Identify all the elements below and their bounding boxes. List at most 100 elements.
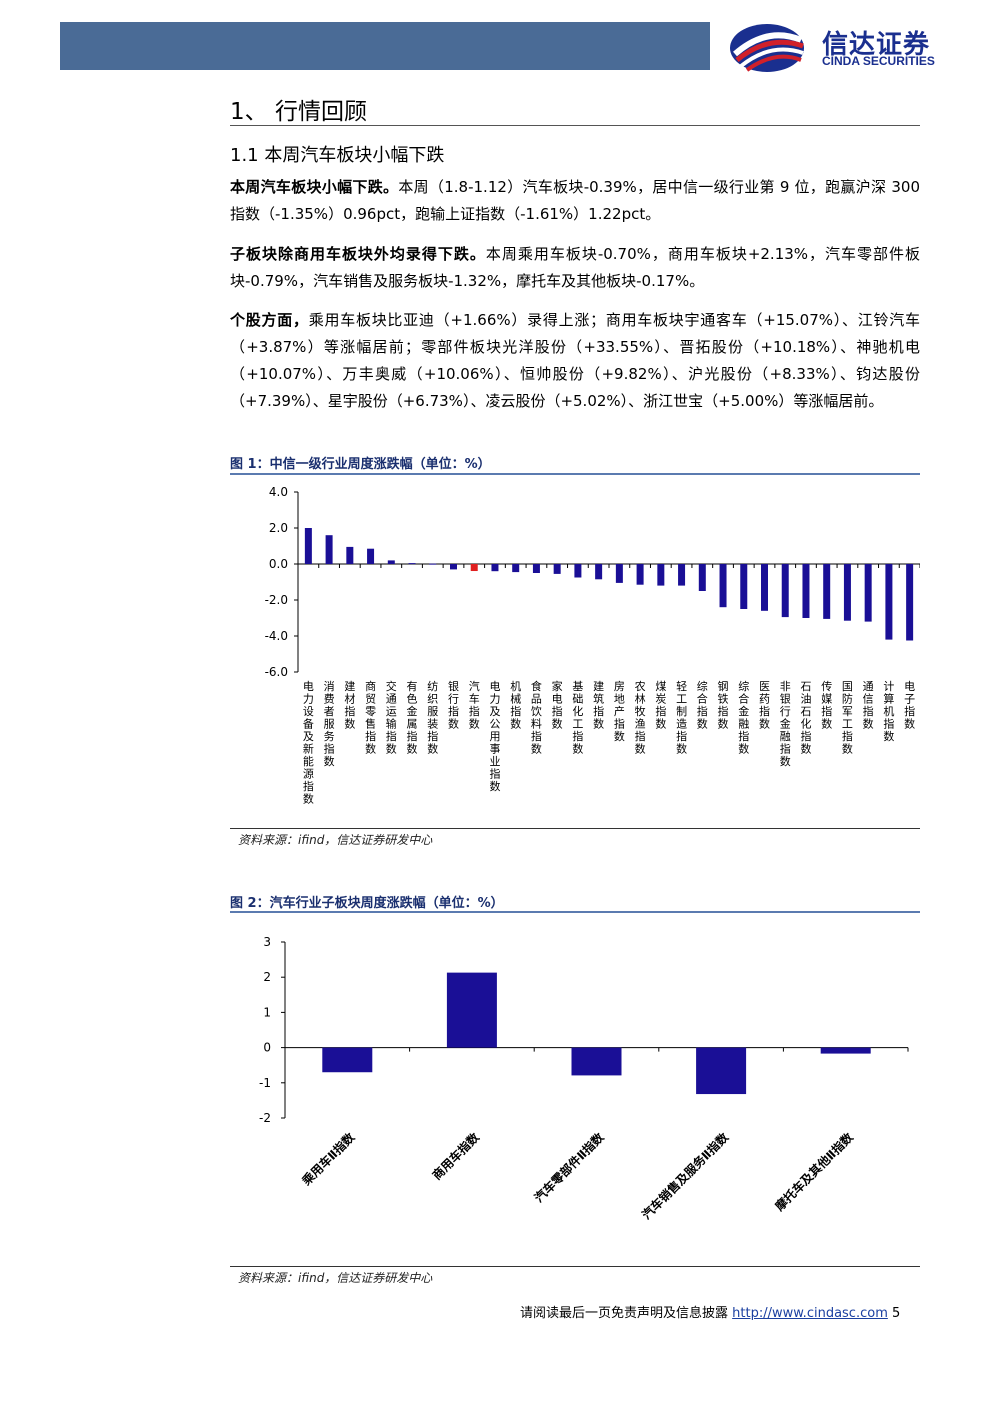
bar (698, 564, 706, 591)
y-tick-label: 0.0 (269, 557, 288, 571)
bar (615, 564, 623, 583)
x-tick-label: 汽车零部件Ⅱ指数 (531, 1129, 607, 1205)
bar (885, 564, 893, 640)
y-tick-label: -2 (259, 1111, 271, 1125)
subsection-title: 1.1 本周汽车板块小幅下跌 (230, 145, 445, 166)
footer: 请阅读最后一页免责声明及信息披露 http://www.cindasc.com … (520, 1302, 900, 1321)
bar (446, 972, 497, 1048)
bar (781, 564, 789, 618)
paragraph-lead: 本周汽车板块小幅下跌。 (230, 178, 399, 196)
y-tick-label: 2.0 (269, 521, 288, 535)
logo-text-en: CINDA SECURITIES (822, 54, 935, 68)
bar (761, 564, 768, 611)
y-tick-label: 3 (263, 935, 271, 949)
x-tick-label: 基础化工指数 (572, 680, 583, 756)
cinda-logo-icon (730, 24, 804, 72)
logo-text-cn: 信达证券 (822, 30, 931, 60)
bar (450, 564, 457, 570)
x-tick-label: 国防军工指数 (842, 680, 853, 756)
section-divider (230, 125, 920, 126)
x-tick-label: 传媒指数 (821, 680, 832, 731)
x-tick-label: 汽车指数 (469, 679, 480, 731)
bar (470, 564, 478, 572)
x-tick-label: 轻工制造指数 (676, 679, 687, 756)
bar (532, 564, 540, 573)
bar (820, 1047, 871, 1054)
paragraph-lead: 子板块除商用车板块外均录得下跌。 (230, 245, 486, 263)
bar (491, 564, 499, 572)
x-tick-label: 纺织服装指数 (427, 679, 438, 756)
paragraph-text: 乘用车板块比亚迪（+1.66%）录得上涨；商用车板块宇通客车（+15.07%）、… (230, 311, 920, 410)
bar (408, 563, 416, 565)
bar (843, 564, 851, 621)
bar (553, 564, 561, 574)
figure-2-top-rule (230, 911, 920, 913)
x-tick-label: 商用车指数 (429, 1129, 483, 1183)
bar (740, 564, 748, 609)
figure-1-bottom-rule (230, 828, 920, 829)
paragraph-text: 本周（1.8-1.12）汽车板块-0.39%，居中信一级行业第 9 位，跑赢沪深… (230, 178, 920, 223)
footer-disclaimer: 请阅读最后一页免责声明及信息披露 (520, 1306, 729, 1321)
x-tick-label: 商贸零售指数 (365, 679, 376, 756)
x-tick-label: 农林牧渔指数 (635, 679, 646, 756)
bar (678, 564, 686, 586)
x-tick-label: 有色金属指数 (407, 679, 418, 756)
bar (696, 1047, 747, 1095)
x-tick-label: 电力及公用事业指数 (489, 680, 500, 793)
x-tick-label: 食品饮料指数 (531, 679, 542, 756)
x-tick-label: 计算机指数 (883, 680, 894, 743)
bar (325, 535, 333, 564)
y-tick-label: -4.0 (265, 629, 288, 643)
bar (823, 564, 831, 619)
x-tick-label: 房地产指数 (614, 680, 625, 743)
figure-2-source: 资料来源：ifind，信达证券研发中心 (238, 1271, 433, 1285)
bar (322, 1047, 373, 1073)
figure-1-top-rule (230, 473, 920, 475)
footer-link[interactable]: http://www.cindasc.com (732, 1306, 888, 1321)
paragraph-text: 本周乘用车板块-0.70%，商用车板块+2.13%，汽车零部件板块-0.79%，… (230, 245, 920, 290)
y-tick-label: 1 (263, 1005, 271, 1019)
figure-1-chart: 4.0 2.0 0.0 -2.0 -4.0 -6.0 电力设备及新能源指数消费者服务指数建材… (265, 485, 920, 806)
y-tick-label: 2 (263, 970, 271, 984)
figure-1-title: 图 1：中信一级行业周度涨跌幅（单位：%） (230, 457, 491, 472)
bar (346, 546, 354, 564)
x-tick-label: 摩托车及其他Ⅱ指数 (772, 1129, 857, 1214)
x-tick-label: 建筑指数 (593, 679, 604, 731)
x-tick-label: 电子指数 (904, 680, 915, 731)
page-number: 5 (892, 1306, 901, 1321)
x-tick-label: 综合金融指数 (738, 679, 749, 756)
bar (429, 563, 437, 565)
x-tick-label: 电力设备及新能源指数 (303, 680, 314, 806)
section-title: 1、 行情回顾 (230, 99, 367, 125)
paragraph-3: 个股方面，乘用车板块比亚迪（+1.66%）录得上涨；商用车板块宇通客车（+15.… (230, 307, 920, 415)
bar (387, 560, 395, 564)
bar (906, 564, 914, 641)
bar (574, 564, 582, 578)
y-tick-label: -1 (259, 1076, 271, 1090)
x-tick-label: 建材指数 (344, 679, 355, 731)
bar (802, 564, 810, 618)
y-tick-label: -2.0 (265, 593, 288, 607)
logo: 信达证券 CINDA SECURITIES (727, 20, 967, 74)
bar (636, 564, 644, 585)
x-tick-label: 综合指数 (697, 679, 708, 731)
x-tick-label: 钢铁指数 (718, 680, 729, 731)
x-tick-label: 消费者服务指数 (324, 679, 335, 768)
figure-2-bottom-rule (230, 1266, 920, 1267)
y-tick-label: -6.0 (265, 665, 288, 679)
figure-2-chart: 3 2 1 0 -1 -2 乘用车Ⅱ指数 商用车指数 汽车零部件Ⅱ指数 汽车销售及服务Ⅱ指数 摩托车… (259, 935, 909, 1222)
bar (512, 564, 520, 573)
y-tick-label: 0 (263, 1041, 271, 1055)
bar (719, 564, 727, 608)
paragraph-2: 子板块除商用车板块外均录得下跌。本周乘用车板块-0.70%，商用车板块+2.13… (230, 241, 920, 295)
x-tick-label: 汽车销售及服务Ⅱ指数 (639, 1129, 732, 1222)
bar (571, 1047, 622, 1076)
bar (304, 528, 312, 564)
y-tick-label: 4.0 (269, 485, 288, 499)
bar (367, 548, 375, 564)
x-tick-label: 家电指数 (552, 679, 563, 731)
x-tick-label: 煤炭指数 (655, 680, 666, 731)
header-bar (60, 22, 710, 70)
bar (657, 564, 665, 586)
x-tick-label: 通信指数 (863, 680, 874, 731)
